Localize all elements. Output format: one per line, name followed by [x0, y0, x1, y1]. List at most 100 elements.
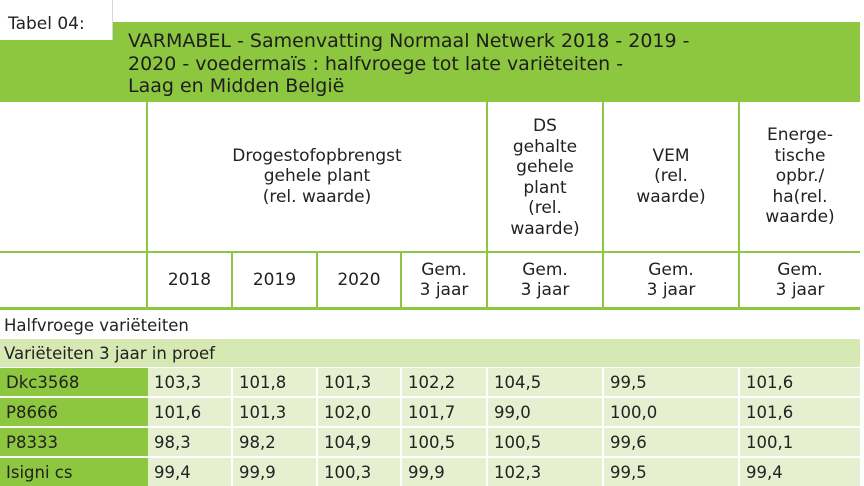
column-divider — [738, 102, 740, 308]
column-divider — [602, 102, 604, 308]
header-line: plant — [523, 177, 567, 198]
title-line: VARMABEL - Samenvatting Normaal Netwerk … — [128, 30, 690, 52]
value-cell: 103,3 — [154, 372, 202, 392]
header-vem: VEM (rel. waarde) — [604, 102, 738, 251]
value-cell: 104,5 — [494, 372, 542, 392]
subheader-line: 3 jaar — [520, 280, 570, 300]
header-line: ha(rel. — [772, 186, 828, 207]
subheader-line: Gem. — [421, 259, 467, 280]
subheader-line: Gem. — [522, 259, 568, 280]
row-column-divider — [738, 368, 740, 486]
value-cell: 101,6 — [154, 402, 202, 422]
variety-name: Dkc3568 — [0, 368, 148, 396]
value-cell: 100,3 — [324, 462, 372, 482]
header-line: VEM — [652, 145, 690, 166]
subheader-2019: 2019 — [233, 253, 316, 307]
column-divider — [231, 252, 233, 308]
value-cell: 99,0 — [494, 402, 531, 422]
value-cell: 99,5 — [610, 462, 647, 482]
value-cell: 99,5 — [610, 372, 647, 392]
table-label-tab: Tabel 04: — [0, 0, 113, 40]
header-line: gehalte — [512, 136, 578, 157]
value-cell: 100,5 — [494, 432, 542, 452]
header-line: opbr./ — [775, 166, 825, 187]
subheader-line: 3 jaar — [419, 280, 469, 300]
header-ds-content: DS gehalte gehele plant (rel. waarde) — [488, 104, 602, 251]
value-cell: 100,5 — [408, 432, 456, 452]
header-line: waarde) — [765, 207, 835, 228]
value-cell: 101,6 — [746, 372, 794, 392]
value-cell: 99,6 — [610, 432, 647, 452]
value-cell: 104,9 — [324, 432, 372, 452]
header-line: tische — [774, 145, 826, 166]
subheader-line: Gem. — [777, 259, 823, 280]
value-cell: 101,6 — [746, 402, 794, 422]
value-cell: 99,9 — [239, 462, 276, 482]
title-bar — [0, 22, 860, 102]
title-line: Laag en Midden België — [128, 75, 345, 97]
header-line: DS — [533, 116, 557, 136]
subheader-line: 3 jaar — [775, 280, 825, 300]
row-column-divider — [316, 368, 318, 486]
variety-name: Isigni cs — [0, 458, 148, 486]
row-column-divider — [486, 368, 488, 486]
subheader-vem-avg: Gem. 3 jaar — [604, 253, 738, 307]
header-divider — [0, 251, 860, 253]
value-cell: 102,3 — [494, 462, 542, 482]
subheader-yield-avg: Gem. 3 jaar — [402, 253, 486, 307]
header-energy-yield: Energe- tische opbr./ ha(rel. waarde) — [740, 102, 860, 251]
header-line: gehele plant — [263, 166, 371, 187]
header-line: (rel. — [528, 198, 562, 218]
column-divider — [146, 102, 148, 308]
row-column-divider — [400, 368, 402, 486]
subheader-2018: 2018 — [148, 253, 231, 307]
subheader-2020: 2020 — [318, 253, 400, 307]
value-cell: 102,0 — [324, 402, 372, 422]
header-line: waarde) — [510, 218, 580, 239]
value-cell: 99,4 — [746, 462, 783, 482]
subsection-title: Variëteiten 3 jaar in proef — [0, 339, 860, 367]
value-cell: 100,0 — [610, 402, 658, 422]
value-cell: 98,2 — [239, 432, 276, 452]
header-line: waarde) — [636, 186, 706, 207]
table-label: Tabel 04: — [8, 14, 85, 34]
value-cell: 101,3 — [239, 402, 287, 422]
value-cell: 101,7 — [408, 402, 456, 422]
subheader-line: 2018 — [167, 269, 212, 290]
value-cell: 98,3 — [154, 432, 191, 452]
subheader-energy-avg: Gem. 3 jaar — [740, 253, 860, 307]
table-title: VARMABEL - Samenvatting Normaal Netwerk … — [128, 30, 848, 98]
value-cell: 102,2 — [408, 372, 456, 392]
column-divider — [400, 252, 402, 308]
variety-name: P8666 — [0, 398, 148, 426]
header-line: gehele — [516, 157, 574, 177]
value-cell: 99,4 — [154, 462, 191, 482]
subheader-line: 3 jaar — [646, 280, 696, 300]
table-row: Isigni cs 99,4 99,9 100,3 99,9 102,3 99,… — [0, 458, 860, 486]
subheader-line: Gem. — [648, 259, 694, 280]
subheader-ds-avg: Gem. 3 jaar — [488, 253, 602, 307]
value-cell: 101,8 — [239, 372, 287, 392]
header-dry-matter-yield: Drogestofopbrengst gehele plant (rel. wa… — [148, 102, 486, 251]
header-bottom-rule — [0, 307, 860, 310]
section-title: Halfvroege variëteiten — [0, 311, 860, 339]
table-row: P8666 101,6 101,3 102,0 101,7 99,0 100,0… — [0, 398, 860, 426]
header-line: Energe- — [766, 125, 834, 146]
variety-name: P8333 — [0, 428, 148, 456]
row-column-divider — [231, 368, 233, 486]
header-line: (rel. — [654, 166, 688, 187]
value-cell: 101,3 — [324, 372, 372, 392]
title-line: 2020 - voedermaïs : halfvroege tot late … — [128, 52, 624, 75]
table-row: P8333 98,3 98,2 104,9 100,5 100,5 99,6 1… — [0, 428, 860, 456]
header-line: Drogestofopbrengst — [232, 145, 402, 166]
header-line: (rel. waarde) — [262, 186, 372, 207]
column-divider — [316, 252, 318, 308]
value-cell: 99,9 — [408, 462, 445, 482]
subheader-line: 2019 — [252, 269, 297, 290]
column-divider — [486, 102, 488, 308]
table-row: Dkc3568 103,3 101,8 101,3 102,2 104,5 99… — [0, 368, 860, 396]
subheader-line: 2020 — [337, 269, 381, 290]
value-cell: 100,1 — [746, 432, 794, 452]
row-column-divider — [602, 368, 604, 486]
